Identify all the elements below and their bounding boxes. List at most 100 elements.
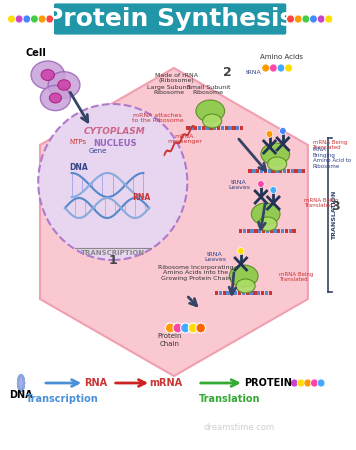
- Text: 3: 3: [331, 201, 340, 213]
- Bar: [298, 169, 302, 173]
- Circle shape: [237, 248, 244, 255]
- Ellipse shape: [48, 72, 80, 98]
- Text: DNA: DNA: [9, 390, 33, 400]
- Text: mRNA Being
Translated: mRNA Being Translated: [279, 272, 313, 283]
- Text: RNA: RNA: [84, 378, 107, 388]
- Circle shape: [310, 15, 317, 23]
- Text: Gene: Gene: [88, 148, 107, 154]
- Bar: [201, 126, 205, 130]
- Text: TRANSLATION: TRANSLATION: [332, 190, 337, 240]
- Bar: [281, 229, 284, 233]
- Bar: [226, 291, 230, 295]
- Bar: [254, 229, 257, 233]
- Bar: [247, 229, 250, 233]
- Polygon shape: [40, 68, 308, 376]
- Circle shape: [46, 15, 53, 23]
- Text: mRNA Being
Translated: mRNA Being Translated: [304, 198, 338, 208]
- Bar: [250, 229, 254, 233]
- Bar: [261, 291, 264, 295]
- Circle shape: [269, 64, 277, 72]
- Bar: [194, 126, 197, 130]
- Circle shape: [317, 15, 325, 23]
- Bar: [257, 291, 261, 295]
- Bar: [264, 169, 267, 173]
- Text: TRANSCRIPTION: TRANSCRIPTION: [81, 250, 145, 256]
- Bar: [246, 291, 249, 295]
- Text: Cell: Cell: [26, 48, 47, 58]
- Circle shape: [277, 64, 285, 72]
- Circle shape: [266, 130, 273, 138]
- Bar: [238, 291, 241, 295]
- Circle shape: [287, 15, 294, 23]
- Circle shape: [188, 323, 198, 333]
- Circle shape: [196, 323, 205, 333]
- Bar: [285, 229, 288, 233]
- Bar: [234, 291, 237, 295]
- Circle shape: [325, 15, 333, 23]
- Text: CYTOPLASM: CYTOPLASM: [84, 127, 146, 136]
- Text: PROTEIN: PROTEIN: [244, 378, 292, 388]
- Bar: [221, 126, 224, 130]
- Bar: [260, 169, 263, 173]
- Text: tRNA
Bringing
Amino Acid to
Ribosome: tRNA Bringing Amino Acid to Ribosome: [313, 147, 351, 169]
- Bar: [209, 126, 213, 130]
- Ellipse shape: [236, 279, 255, 293]
- Bar: [239, 229, 242, 233]
- Text: mRNA attaches
to the Ribosome: mRNA attaches to the Ribosome: [132, 112, 184, 123]
- Bar: [190, 126, 194, 130]
- Bar: [287, 169, 290, 173]
- Circle shape: [180, 323, 190, 333]
- Bar: [243, 229, 246, 233]
- Circle shape: [279, 127, 286, 135]
- Bar: [277, 229, 281, 233]
- Bar: [292, 229, 296, 233]
- Ellipse shape: [261, 143, 289, 165]
- Bar: [266, 229, 269, 233]
- Text: 1: 1: [108, 253, 117, 266]
- Text: dreamstime.com: dreamstime.com: [203, 423, 274, 432]
- Bar: [252, 169, 256, 173]
- Circle shape: [257, 180, 264, 188]
- Circle shape: [302, 15, 310, 23]
- Bar: [273, 229, 277, 233]
- Circle shape: [317, 379, 325, 387]
- Text: NUCLEUS: NUCLEUS: [93, 139, 136, 148]
- Ellipse shape: [229, 265, 258, 287]
- Bar: [256, 169, 260, 173]
- Bar: [275, 169, 279, 173]
- Text: 2: 2: [223, 66, 232, 78]
- Bar: [279, 169, 282, 173]
- Bar: [198, 126, 201, 130]
- Bar: [217, 126, 220, 130]
- Circle shape: [304, 379, 312, 387]
- Bar: [262, 229, 265, 233]
- Ellipse shape: [31, 61, 64, 89]
- Text: Small Subunit
Ribosome: Small Subunit Ribosome: [187, 85, 230, 95]
- Text: DNA: DNA: [69, 162, 88, 171]
- Circle shape: [297, 379, 305, 387]
- Ellipse shape: [41, 69, 54, 81]
- Text: RNA: RNA: [132, 194, 151, 202]
- Circle shape: [270, 186, 277, 194]
- Bar: [186, 126, 190, 130]
- Bar: [302, 169, 305, 173]
- Circle shape: [294, 15, 302, 23]
- Bar: [225, 126, 228, 130]
- Text: mRNA: mRNA: [150, 378, 183, 388]
- Text: Made of rRNA
(Ribosome): Made of rRNA (Ribosome): [155, 72, 198, 83]
- Ellipse shape: [251, 203, 280, 225]
- Text: NTPs: NTPs: [70, 139, 87, 145]
- Bar: [248, 169, 252, 173]
- Bar: [213, 126, 216, 130]
- Bar: [271, 169, 275, 173]
- Bar: [268, 169, 271, 173]
- Ellipse shape: [196, 100, 225, 122]
- Circle shape: [173, 323, 183, 333]
- Circle shape: [15, 15, 23, 23]
- Bar: [229, 126, 232, 130]
- Bar: [232, 126, 236, 130]
- Text: Transcription: Transcription: [26, 394, 99, 404]
- Text: mRNA
messenger: mRNA messenger: [167, 134, 202, 144]
- Bar: [236, 126, 239, 130]
- Bar: [205, 126, 209, 130]
